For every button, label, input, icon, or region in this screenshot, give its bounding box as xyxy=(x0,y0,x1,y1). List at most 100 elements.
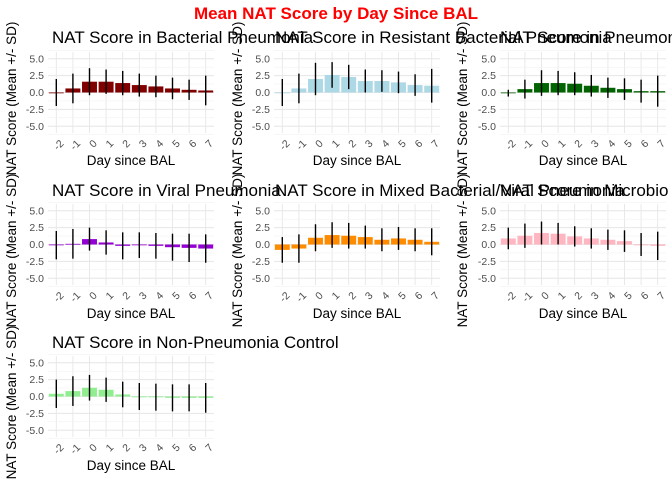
x-tick-label: 2 xyxy=(120,138,133,151)
y-tick-label: 2.5 xyxy=(29,222,44,234)
x-tick-label: 5 xyxy=(170,138,183,151)
y-tick-label: -5.0 xyxy=(26,425,44,437)
x-tick-label: -1 xyxy=(294,138,309,153)
y-axis-title: NAT Score (Mean +/- SD) xyxy=(455,174,470,328)
x-tick-label: 1 xyxy=(330,138,343,151)
y-axis-title: NAT Score (Mean +/- SD) xyxy=(4,174,19,328)
panel-title: NAT Score in Resistant Bacterial Pneumon… xyxy=(275,28,612,47)
x-tick-label: 0 xyxy=(313,290,326,303)
x-tick-label: 1 xyxy=(330,290,343,303)
y-tick-label: -2.5 xyxy=(252,104,270,116)
y-tick-label: 2.5 xyxy=(255,70,270,82)
x-axis-title: Day since BAL xyxy=(539,153,628,168)
x-tick-label: 2 xyxy=(572,138,585,151)
x-axis-title: Day since BAL xyxy=(313,153,402,168)
y-tick-label: 5.0 xyxy=(255,53,270,65)
x-tick-label: 5 xyxy=(622,290,635,303)
x-tick-label: 7 xyxy=(203,138,216,151)
x-tick-label: 0 xyxy=(87,138,100,151)
x-tick-label: 5 xyxy=(396,290,409,303)
y-axis-title: NAT Score (Mean +/- SD) xyxy=(230,174,245,328)
panel-title: NAT Score in Mixed Bacterial/Viral Pneum… xyxy=(275,181,625,200)
panel-title: NAT Score in Bacterial Pneumonia xyxy=(52,28,314,47)
x-tick-label: 2 xyxy=(572,290,585,303)
y-tick-label: 0.0 xyxy=(481,87,496,99)
x-tick-label: -2 xyxy=(51,442,66,457)
y-tick-label: -2.5 xyxy=(478,104,496,116)
y-tick-label: 0.0 xyxy=(481,239,496,251)
x-tick-label: 7 xyxy=(203,442,216,455)
x-tick-label: 4 xyxy=(153,138,166,151)
x-tick-label: -1 xyxy=(68,290,83,305)
figure-title: Mean NAT Score by Day Since BAL xyxy=(194,4,478,23)
y-axis-title: NAT Score (Mean +/- SD) xyxy=(230,22,245,176)
x-tick-label: -1 xyxy=(520,138,535,153)
y-axis-title: NAT Score (Mean +/- SD) xyxy=(455,22,470,176)
x-tick-label: 5 xyxy=(170,442,183,455)
y-tick-label: -2.5 xyxy=(252,256,270,268)
panel-title: NAT Score in Viral Pneumonia xyxy=(52,181,281,200)
x-tick-label: 0 xyxy=(539,138,552,151)
x-tick-label: 1 xyxy=(104,442,117,455)
y-tick-label: 5.0 xyxy=(29,53,44,65)
panel-title: NAT Score in Microbio xyxy=(500,181,668,200)
y-tick-label: 2.5 xyxy=(29,70,44,82)
y-tick-label: 2.5 xyxy=(29,374,44,386)
y-axis-title: NAT Score (Mean +/- SD) xyxy=(4,326,19,480)
x-tick-label: 6 xyxy=(187,138,200,151)
x-tick-label: -2 xyxy=(503,290,518,305)
x-tick-label: -1 xyxy=(294,290,309,305)
x-tick-label: 6 xyxy=(187,290,200,303)
x-tick-label: 3 xyxy=(589,138,602,151)
x-tick-label: 3 xyxy=(137,138,150,151)
x-tick-label: 2 xyxy=(346,290,359,303)
x-tick-label: 4 xyxy=(379,138,392,151)
x-axis-title: Day since BAL xyxy=(87,153,176,168)
x-tick-label: 3 xyxy=(137,442,150,455)
y-tick-label: 0.0 xyxy=(29,239,44,251)
x-tick-label: 6 xyxy=(413,138,426,151)
y-tick-label: 2.5 xyxy=(481,70,496,82)
x-tick-label: 7 xyxy=(429,138,442,151)
x-tick-label: 4 xyxy=(605,290,618,303)
x-tick-label: -2 xyxy=(51,138,66,153)
x-tick-label: -2 xyxy=(503,138,518,153)
y-tick-label: -2.5 xyxy=(26,408,44,420)
x-tick-label: -2 xyxy=(277,138,292,153)
y-tick-label: 5.0 xyxy=(481,205,496,217)
y-tick-label: -5.0 xyxy=(478,121,496,133)
x-tick-label: -1 xyxy=(68,442,83,457)
x-tick-label: 3 xyxy=(137,290,150,303)
x-tick-label: -2 xyxy=(51,290,66,305)
x-tick-label: 5 xyxy=(396,138,409,151)
y-tick-label: 2.5 xyxy=(255,222,270,234)
y-tick-label: -2.5 xyxy=(478,256,496,268)
y-tick-label: 0.0 xyxy=(29,87,44,99)
x-tick-label: 4 xyxy=(605,138,618,151)
x-tick-label: 6 xyxy=(639,290,652,303)
x-tick-label: 1 xyxy=(556,138,569,151)
x-axis-title: Day since BAL xyxy=(313,306,402,321)
x-tick-label: 7 xyxy=(429,290,442,303)
y-tick-label: 0.0 xyxy=(255,87,270,99)
x-tick-label: -1 xyxy=(520,290,535,305)
x-tick-label: 5 xyxy=(170,290,183,303)
y-tick-label: -2.5 xyxy=(26,104,44,116)
y-tick-label: 5.0 xyxy=(29,357,44,369)
x-tick-label: 4 xyxy=(153,442,166,455)
x-tick-label: 6 xyxy=(187,442,200,455)
y-tick-label: -5.0 xyxy=(26,273,44,285)
x-tick-label: 0 xyxy=(87,442,100,455)
y-tick-label: -5.0 xyxy=(252,273,270,285)
panel-title: NAT Score in Pneumonia Suscept xyxy=(500,28,672,47)
x-tick-label: 1 xyxy=(104,138,117,151)
x-tick-label: 6 xyxy=(413,290,426,303)
y-tick-label: -5.0 xyxy=(252,121,270,133)
x-tick-label: -1 xyxy=(68,138,83,153)
x-tick-label: 3 xyxy=(363,290,376,303)
